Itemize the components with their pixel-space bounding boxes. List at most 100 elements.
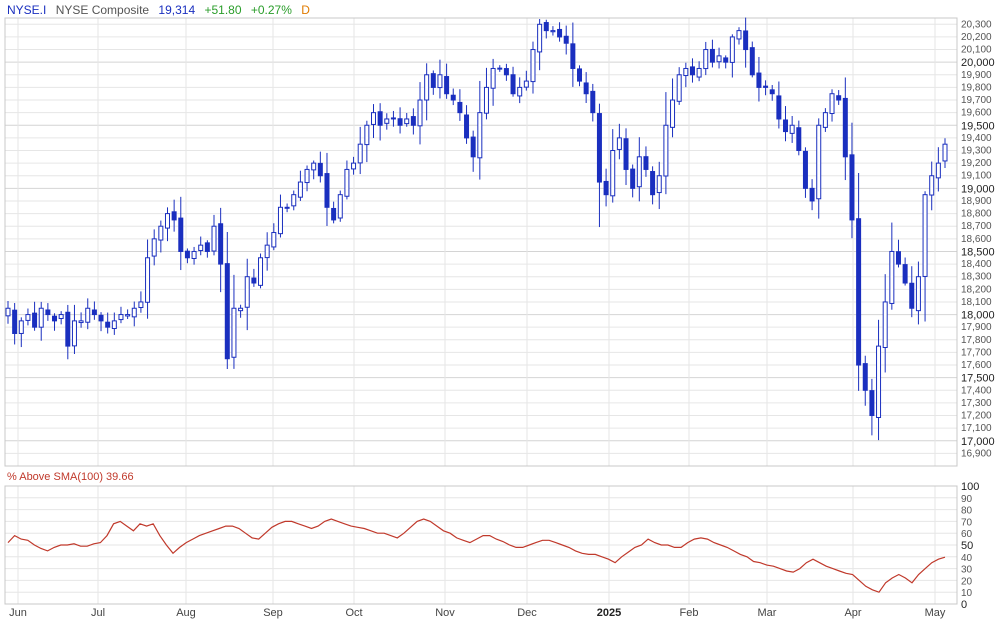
candle: [915, 261, 921, 325]
indicator-tick-label: 10: [961, 588, 973, 599]
candle: [503, 63, 509, 81]
candle: [291, 190, 297, 211]
candle: [483, 67, 489, 120]
instrument-name: NYSE Composite: [55, 3, 150, 17]
candle: [683, 62, 689, 88]
indicator-tick-label: 30: [961, 565, 973, 576]
candle: [430, 70, 436, 95]
candle: [583, 72, 589, 104]
candle: [32, 301, 38, 331]
candle: [630, 164, 636, 198]
candle: [337, 190, 343, 222]
candle: [464, 105, 470, 144]
candle: [91, 301, 97, 320]
candle: [324, 152, 330, 226]
candle: [736, 27, 742, 45]
price-tick-label: 19,000: [961, 183, 995, 195]
candle: [331, 201, 337, 224]
candle: [277, 194, 283, 238]
candle: [470, 130, 476, 172]
candle: [444, 63, 450, 99]
candle: [676, 67, 682, 105]
indicator-line: [7, 518, 946, 593]
candle: [610, 129, 616, 203]
price-tick-label: 18,900: [961, 196, 992, 207]
candle: [670, 78, 676, 138]
candle: [550, 26, 556, 36]
symbol[interactable]: NYSE.I: [7, 3, 47, 17]
price-tick-label: 19,100: [961, 171, 992, 182]
candle: [164, 207, 170, 242]
candle: [876, 319, 882, 441]
candle: [849, 122, 855, 239]
price-tick-label: 18,600: [961, 234, 992, 245]
price-tick-label: 17,200: [961, 411, 992, 422]
candle: [138, 291, 144, 313]
candle: [816, 118, 822, 219]
candle: [935, 147, 941, 192]
candle: [517, 77, 523, 104]
price-tick-label: 18,700: [961, 221, 992, 232]
price-tick-label: 17,300: [961, 398, 992, 409]
period-selector[interactable]: D: [301, 3, 310, 17]
price-tick-label: 17,500: [961, 373, 995, 385]
candle: [317, 151, 323, 183]
price-tick-label: 18,100: [961, 297, 992, 308]
indicator-tick-label: 20: [961, 576, 973, 587]
candle: [297, 170, 303, 201]
candle: [789, 115, 795, 143]
candle: [862, 355, 868, 406]
candle: [616, 123, 622, 160]
candle: [836, 90, 842, 105]
candle: [942, 138, 948, 169]
price-tick-label: 19,500: [961, 120, 995, 132]
price-tick-label: 18,500: [961, 246, 995, 258]
candle: [198, 236, 204, 256]
candle: [125, 309, 131, 320]
candle: [703, 41, 709, 76]
price-panel-grid: [5, 18, 957, 466]
candle: [377, 103, 383, 141]
price-change: +51.80: [204, 3, 242, 17]
candle: [284, 203, 290, 213]
price-tick-label: 18,400: [961, 259, 992, 270]
price-tick-label: 16,900: [961, 448, 992, 459]
candle: [636, 137, 642, 202]
price-candles: [5, 17, 948, 441]
candle: [603, 168, 609, 207]
indicator-panel-grid: [5, 485, 957, 605]
indicator-tick-label: 40: [961, 553, 973, 564]
price-tick-label: 19,700: [961, 95, 992, 106]
candle: [271, 223, 277, 251]
candle: [477, 80, 483, 180]
candle: [743, 17, 749, 68]
time-tick-label: Apr: [844, 607, 861, 619]
candle: [397, 107, 403, 134]
candle: [650, 166, 656, 205]
candle: [351, 156, 357, 175]
candle: [643, 146, 649, 177]
candle: [78, 312, 84, 328]
time-tick-label: Jun: [9, 607, 27, 619]
candle: [370, 104, 376, 138]
indicator-panel-frame: [4, 485, 958, 605]
candle: [145, 239, 151, 319]
price-tick-label: 20,300: [961, 19, 992, 30]
candle: [909, 266, 915, 318]
candle: [809, 179, 815, 211]
candle: [557, 22, 563, 42]
candle: [929, 161, 935, 211]
candle: [709, 39, 715, 68]
candle: [543, 19, 549, 39]
candle: [171, 199, 177, 232]
candle: [537, 19, 543, 71]
candle: [184, 248, 190, 264]
time-tick-label: Sep: [263, 607, 283, 619]
candle: [178, 196, 184, 271]
candle: [822, 108, 828, 132]
candle: [118, 306, 124, 324]
candle: [590, 83, 596, 122]
candle: [231, 274, 237, 369]
candle: [211, 214, 217, 256]
indicator-tick-label: 60: [961, 529, 973, 540]
